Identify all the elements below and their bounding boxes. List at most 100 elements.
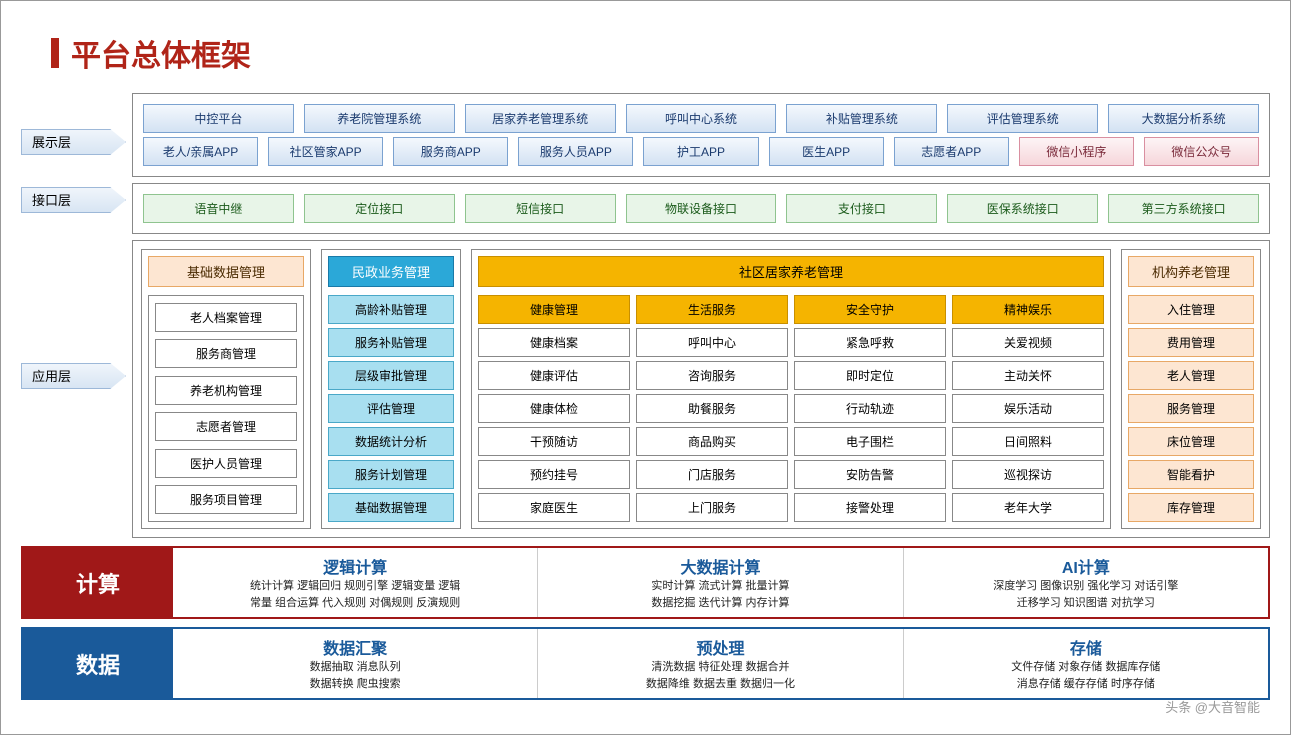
app-community-col: 精神娱乐关爱视频主动关怀娱乐活动日间照料巡视探访老年大学 xyxy=(952,295,1104,522)
app-org-head: 机构养老管理 xyxy=(1128,256,1254,287)
app-community-item: 呼叫中心 xyxy=(636,328,788,357)
app-community-item: 咨询服务 xyxy=(636,361,788,390)
app-org-item: 费用管理 xyxy=(1128,328,1254,357)
app-org-item: 智能看护 xyxy=(1128,460,1254,489)
right-content: 中控平台养老院管理系统居家养老管理系统呼叫中心系统补贴管理系统评估管理系统大数据… xyxy=(132,93,1270,538)
data-cells: 数据汇聚数据抽取 消息队列数据转换 爬虫搜索预处理清洗数据 特征处理 数据合并数… xyxy=(173,629,1268,698)
app-community-col-head: 精神娱乐 xyxy=(952,295,1104,324)
app-org-item: 老人管理 xyxy=(1128,361,1254,390)
app-community-item: 上门服务 xyxy=(636,493,788,522)
display-chip: 评估管理系统 xyxy=(947,104,1098,133)
slide: 平台总体框架 展示层 接口层 应用层 中控平台养老院管理系统居家养老管理系统呼叫… xyxy=(0,0,1291,735)
interface-chip: 定位接口 xyxy=(304,194,455,223)
display-row1: 中控平台养老院管理系统居家养老管理系统呼叫中心系统补贴管理系统评估管理系统大数据… xyxy=(143,104,1259,133)
display-chip: 社区管家APP xyxy=(268,137,383,166)
compute-cell: 逻辑计算统计计算 逻辑回归 规则引擎 逻辑变量 逻辑常量 组合运算 代入规则 对… xyxy=(173,548,537,617)
display-chip: 呼叫中心系统 xyxy=(626,104,777,133)
data-label: 数据 xyxy=(23,629,173,698)
app-community-item: 健康体检 xyxy=(478,394,630,423)
app-community-col-head: 生活服务 xyxy=(636,295,788,324)
compute-label: 计算 xyxy=(23,548,173,617)
app-civil: 民政业务管理 高龄补贴管理服务补贴管理层级审批管理评估管理数据统计分析服务计划管… xyxy=(321,249,461,529)
layer-label-interface: 接口层 xyxy=(21,187,126,213)
app-community-item: 主动关怀 xyxy=(952,361,1104,390)
display-chip: 补贴管理系统 xyxy=(786,104,937,133)
app-community-item: 即时定位 xyxy=(794,361,946,390)
app-community: 社区居家养老管理 健康管理健康档案健康评估健康体检干预随访预约挂号家庭医生生活服… xyxy=(471,249,1111,529)
title-row: 平台总体框架 xyxy=(21,31,1270,75)
app-community-item: 助餐服务 xyxy=(636,394,788,423)
app-basic-item: 服务商管理 xyxy=(155,339,297,368)
display-chip: 大数据分析系统 xyxy=(1108,104,1259,133)
app-community-item: 行动轨迹 xyxy=(794,394,946,423)
app-community-item: 关爱视频 xyxy=(952,328,1104,357)
interface-chip: 第三方系统接口 xyxy=(1108,194,1259,223)
app-basic-item: 服务项目管理 xyxy=(155,485,297,514)
display-chip: 微信小程序 xyxy=(1019,137,1134,166)
display-row2: 老人/亲属APP社区管家APP服务商APP服务人员APP护工APP医生APP志愿… xyxy=(143,137,1259,166)
interface-chip: 短信接口 xyxy=(465,194,616,223)
display-chip: 服务商APP xyxy=(393,137,508,166)
layer-label-app: 应用层 xyxy=(21,363,126,389)
app-community-col: 安全守护紧急呼救即时定位行动轨迹电子围栏安防告警接警处理 xyxy=(794,295,946,522)
app-basic-item: 老人档案管理 xyxy=(155,303,297,332)
app-basic-item: 志愿者管理 xyxy=(155,412,297,441)
display-chip: 护工APP xyxy=(643,137,758,166)
app-community-item: 接警处理 xyxy=(794,493,946,522)
app-civil-item: 评估管理 xyxy=(328,394,454,423)
app-community-item: 干预随访 xyxy=(478,427,630,456)
app-civil-item: 高龄补贴管理 xyxy=(328,295,454,324)
layer-label-display: 展示层 xyxy=(21,129,126,155)
app-basic-item: 医护人员管理 xyxy=(155,449,297,478)
display-chip: 志愿者APP xyxy=(894,137,1009,166)
display-chip: 中控平台 xyxy=(143,104,294,133)
display-chip: 微信公众号 xyxy=(1144,137,1259,166)
app-community-item: 预约挂号 xyxy=(478,460,630,489)
app-org-item: 服务管理 xyxy=(1128,394,1254,423)
display-chip: 居家养老管理系统 xyxy=(465,104,616,133)
app-civil-item: 服务补贴管理 xyxy=(328,328,454,357)
app-org-item: 库存管理 xyxy=(1128,493,1254,522)
app-civil-item: 数据统计分析 xyxy=(328,427,454,456)
app-basic-item: 养老机构管理 xyxy=(155,376,297,405)
interface-row: 语音中继定位接口短信接口物联设备接口支付接口医保系统接口第三方系统接口 xyxy=(143,194,1259,223)
watermark: 头条 @大音智能 xyxy=(1165,697,1260,716)
compute-cells: 逻辑计算统计计算 逻辑回归 规则引擎 逻辑变量 逻辑常量 组合运算 代入规则 对… xyxy=(173,548,1268,617)
app-community-item: 紧急呼救 xyxy=(794,328,946,357)
display-layer: 中控平台养老院管理系统居家养老管理系统呼叫中心系统补贴管理系统评估管理系统大数据… xyxy=(132,93,1270,177)
data-cell: 预处理清洗数据 特征处理 数据合并数据降维 数据去重 数据归一化 xyxy=(537,629,902,698)
app-community-item: 健康档案 xyxy=(478,328,630,357)
app-org-item: 床位管理 xyxy=(1128,427,1254,456)
app-community-item: 家庭医生 xyxy=(478,493,630,522)
interface-chip: 医保系统接口 xyxy=(947,194,1098,223)
display-chip: 养老院管理系统 xyxy=(304,104,455,133)
app-basic: 基础数据管理 老人档案管理服务商管理养老机构管理志愿者管理医护人员管理服务项目管… xyxy=(141,249,311,529)
left-labels: 展示层 接口层 应用层 xyxy=(21,93,126,538)
app-civil-item: 基础数据管理 xyxy=(328,493,454,522)
app-community-col-head: 健康管理 xyxy=(478,295,630,324)
app-civil-items: 高龄补贴管理服务补贴管理层级审批管理评估管理数据统计分析服务计划管理基础数据管理 xyxy=(328,295,454,522)
app-community-item: 健康评估 xyxy=(478,361,630,390)
app-civil-item: 服务计划管理 xyxy=(328,460,454,489)
data-band: 数据 数据汇聚数据抽取 消息队列数据转换 爬虫搜索预处理清洗数据 特征处理 数据… xyxy=(21,627,1270,700)
app-community-item: 巡视探访 xyxy=(952,460,1104,489)
app-community-item: 娱乐活动 xyxy=(952,394,1104,423)
data-cell: 存储文件存储 对象存储 数据库存储消息存储 缓存存储 时序存储 xyxy=(903,629,1268,698)
interface-layer: 语音中继定位接口短信接口物联设备接口支付接口医保系统接口第三方系统接口 xyxy=(132,183,1270,234)
app-org: 机构养老管理 入住管理费用管理老人管理服务管理床位管理智能看护库存管理 xyxy=(1121,249,1261,529)
display-chip: 老人/亲属APP xyxy=(143,137,258,166)
app-org-items: 入住管理费用管理老人管理服务管理床位管理智能看护库存管理 xyxy=(1128,295,1254,522)
title-accent-bar xyxy=(51,38,59,68)
app-community-col: 健康管理健康档案健康评估健康体检干预随访预约挂号家庭医生 xyxy=(478,295,630,522)
app-community-item: 日间照料 xyxy=(952,427,1104,456)
app-layer: 基础数据管理 老人档案管理服务商管理养老机构管理志愿者管理医护人员管理服务项目管… xyxy=(132,240,1270,538)
interface-chip: 支付接口 xyxy=(786,194,937,223)
compute-cell: AI计算深度学习 图像识别 强化学习 对话引擎迁移学习 知识图谱 对抗学习 xyxy=(903,548,1268,617)
app-community-col: 生活服务呼叫中心咨询服务助餐服务商品购买门店服务上门服务 xyxy=(636,295,788,522)
app-org-item: 入住管理 xyxy=(1128,295,1254,324)
app-community-cols: 健康管理健康档案健康评估健康体检干预随访预约挂号家庭医生生活服务呼叫中心咨询服务… xyxy=(478,295,1104,522)
app-community-item: 电子围栏 xyxy=(794,427,946,456)
app-community-head: 社区居家养老管理 xyxy=(478,256,1104,287)
main-area: 展示层 接口层 应用层 中控平台养老院管理系统居家养老管理系统呼叫中心系统补贴管… xyxy=(21,93,1270,538)
app-community-col-head: 安全守护 xyxy=(794,295,946,324)
